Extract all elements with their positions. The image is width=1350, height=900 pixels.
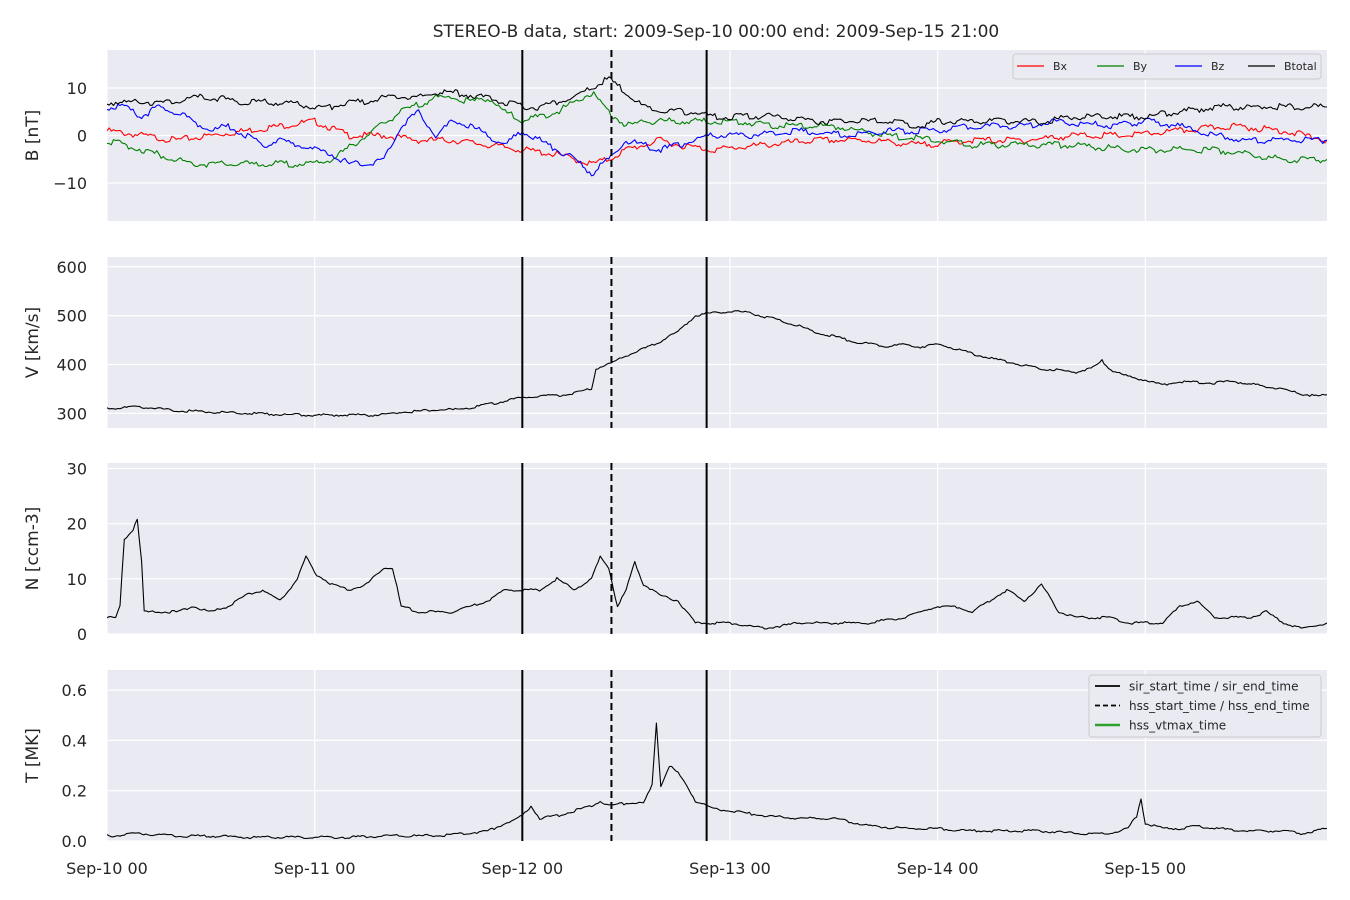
y-tick-label: 0.6: [62, 681, 87, 700]
panel-N: 30 20 10 0 N [ccm-3]: [23, 460, 1327, 644]
panel-background: [107, 463, 1327, 634]
legend-label-Bz: Bz: [1211, 60, 1225, 73]
panel-background: [107, 257, 1327, 428]
x-tick-label: Sep-13 00: [689, 859, 771, 878]
figure-title: STEREO-B data, start: 2009-Sep-10 00:00 …: [433, 22, 1000, 42]
y-axis-label: B [nT]: [23, 110, 43, 162]
series-line-T: [107, 722, 1327, 840]
y-tick-label: 0.0: [62, 832, 87, 851]
x-tick-label: Sep-11 00: [274, 859, 356, 878]
y-tick-label: 500: [56, 307, 87, 326]
panel-data: [107, 310, 1327, 417]
y-tick-label: −10: [53, 174, 87, 193]
legend-events: sir_start_time / sir_end_time hss_start_t…: [1088, 674, 1322, 738]
panel-data: [107, 518, 1327, 630]
x-axis-tick-labels: Sep-10 00 Sep-11 00 Sep-12 00 Sep-13 00 Sep-…: [66, 859, 1186, 878]
panel-data: [107, 722, 1327, 840]
legend-event-label: hss_start_time / hss_end_time: [1129, 699, 1310, 713]
series-line-V: [107, 310, 1327, 417]
legend-event-label: sir_start_time / sir_end_time: [1129, 680, 1299, 694]
panel-data: [107, 76, 1327, 177]
series-line-N: [107, 518, 1327, 630]
y-tick-label: 600: [56, 258, 87, 277]
series-line-By: [107, 91, 1327, 168]
panel-V: 600 500 400 300 V [km/s]: [23, 257, 1327, 428]
legend-frame: [1012, 53, 1322, 80]
y-tick-label: 0: [77, 127, 87, 146]
legend-event-label: hss_vtmax_time: [1129, 719, 1226, 733]
x-tick-label: Sep-10 00: [66, 859, 148, 878]
y-tick-label: 10: [67, 570, 87, 589]
legend-label-Bx: Bx: [1053, 60, 1068, 73]
y-tick-label: 30: [67, 460, 87, 479]
series-line-Btotal: [107, 76, 1327, 129]
y-tick-label: 10: [67, 79, 87, 98]
series-line-Bx: [107, 117, 1327, 166]
y-axis-label: V [km/s]: [23, 307, 43, 378]
y-tick-label: 20: [67, 515, 87, 534]
y-tick-label: 400: [56, 355, 87, 374]
x-tick-label: Sep-14 00: [897, 859, 979, 878]
legend-label-By: By: [1133, 60, 1148, 73]
y-tick-label: 0.2: [62, 782, 87, 801]
series-line-Bz: [107, 103, 1327, 177]
y-tick-label: 0.4: [62, 731, 87, 750]
legend-frame: [1088, 674, 1322, 738]
legend-label-Btotal: Btotal: [1284, 60, 1317, 73]
y-tick-label: 300: [56, 404, 87, 423]
y-tick-label: 0: [77, 625, 87, 644]
legend-magnetic-field: Bx By Bz Btotal: [1012, 53, 1322, 80]
x-tick-label: Sep-15 00: [1104, 859, 1186, 878]
x-tick-label: Sep-12 00: [481, 859, 563, 878]
y-axis-label: N [ccm-3]: [23, 507, 43, 591]
y-axis-label: T [MK]: [23, 728, 43, 784]
